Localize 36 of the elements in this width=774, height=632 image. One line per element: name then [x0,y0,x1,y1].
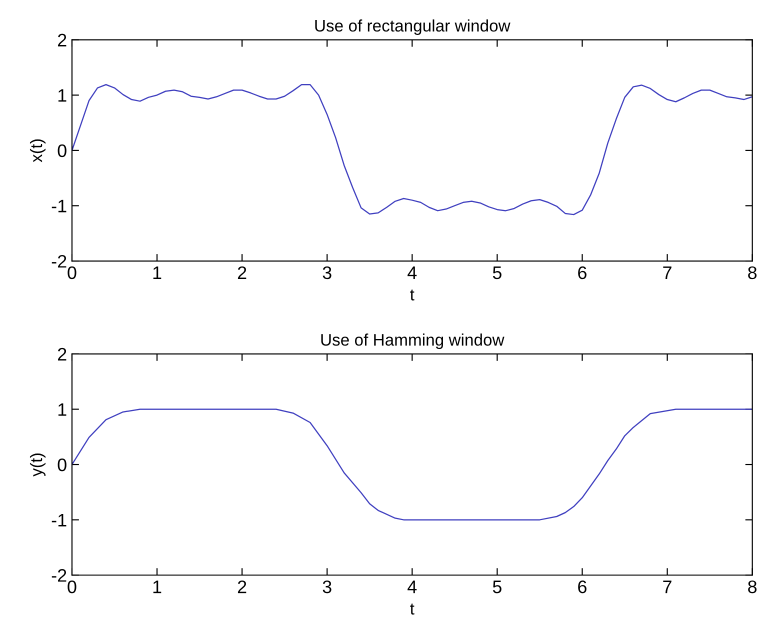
x-tick-label: 8 [748,580,757,594]
x-tick-label: 6 [578,266,586,280]
y-tick-label: -2 [52,254,66,268]
x-tick-label: 1 [153,580,162,594]
x-tick-label: 7 [663,580,672,594]
y-tick-label: 0 [58,144,66,158]
x-axis-title: t [410,290,414,300]
y-axis-title: x(t) [30,139,46,162]
line-series [72,84,752,216]
y-tick-label: 0 [58,458,66,472]
y-tick-label: 2 [58,348,66,360]
x-axis-title: t [410,604,414,615]
x-tick-label: 8 [748,266,757,280]
x-tick-label: 5 [492,580,502,594]
x-tick-label: 2 [238,266,246,279]
x-tick-label: 0 [68,580,76,594]
x-tick-label: 7 [663,266,672,279]
y-tick-label: -1 [52,514,66,526]
line-series [72,408,752,520]
x-tick-label: 3 [322,580,332,594]
x-tick-label: 5 [492,266,502,280]
x-tick-label: 6 [578,580,586,594]
y-tick-label: -2 [52,569,66,582]
x-tick-label: 4 [408,266,417,279]
x-tick-label: 2 [238,580,246,594]
x-tick-label: 4 [408,580,417,594]
x-tick-label: 1 [153,266,162,279]
x-tick-label: 3 [322,266,332,280]
y-tick-label: 2 [58,34,66,46]
y-axis-title: y(t) [30,454,46,477]
y-tick-label: -1 [52,200,66,212]
x-tick-label: 0 [68,266,76,280]
chart-title: Use of rectangular window [315,19,510,35]
y-tick-label: 1 [58,403,66,416]
chart-title: Use of Hamming window [321,334,504,350]
y-tick-label: 1 [58,89,66,102]
